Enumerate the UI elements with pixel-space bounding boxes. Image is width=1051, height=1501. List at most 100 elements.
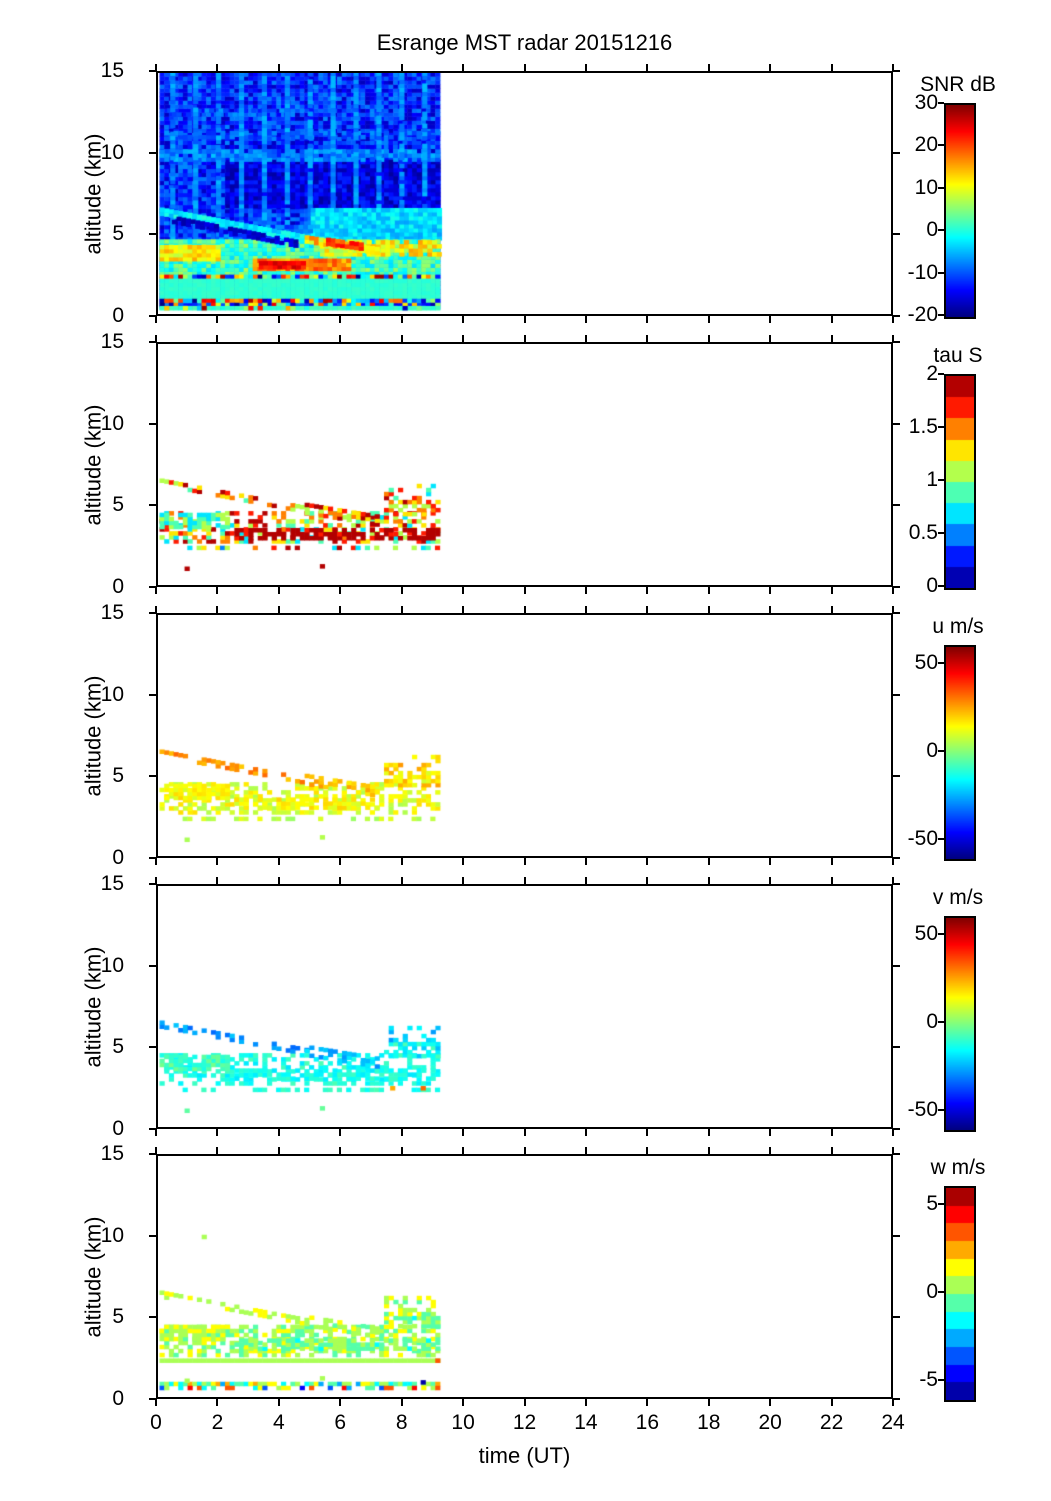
- y-tick-mark: [893, 504, 900, 507]
- x-axis-title: time (UT): [478, 1443, 571, 1468]
- x-tick-mark: [646, 1129, 649, 1136]
- x-tick-mark: [277, 606, 280, 613]
- x-tick-mark: [523, 64, 526, 71]
- x-tick-mark: [155, 877, 157, 884]
- x-tick-mark: [277, 1399, 280, 1406]
- x-tick-mark: [830, 606, 833, 613]
- y-tick-mark: [893, 70, 900, 72]
- x-tick-mark: [707, 316, 710, 323]
- y-tick-label: 15: [100, 330, 124, 353]
- y-tick-mark: [149, 883, 156, 885]
- x-tick-mark: [216, 877, 219, 884]
- y-tick-mark: [893, 1153, 900, 1155]
- colorbar-title-snr: SNR dB: [920, 73, 996, 96]
- x-tick-mark: [892, 858, 894, 865]
- colorbar-tick-mark: [938, 186, 944, 189]
- y-tick-mark: [893, 1128, 900, 1130]
- x-tick-mark: [216, 316, 219, 323]
- colorbar-tick-label: 20: [914, 133, 938, 157]
- x-tick-mark: [277, 858, 280, 865]
- heatmap-canvas-tau: [158, 344, 891, 585]
- plot-area-snr: [156, 71, 893, 316]
- x-tick-mark: [769, 64, 772, 71]
- x-tick-mark: [216, 606, 219, 613]
- x-tick-label: 8: [395, 1411, 408, 1434]
- x-tick-mark: [646, 316, 649, 323]
- y-tick-mark: [149, 1234, 156, 1237]
- colorbar-tick-label: 2: [926, 362, 938, 385]
- y-axis-label-v: altitude (km): [80, 945, 105, 1068]
- x-tick-label: 2: [211, 1411, 224, 1434]
- colorbar-v: [944, 916, 976, 1132]
- y-tick-label: 15: [100, 872, 124, 895]
- x-tick-mark: [339, 1399, 342, 1406]
- x-tick-mark: [462, 1147, 465, 1154]
- y-tick-mark: [149, 693, 156, 696]
- colorbar-tick-label: 0: [926, 574, 938, 597]
- x-tick-mark: [155, 1147, 157, 1154]
- x-tick-mark: [339, 587, 342, 594]
- colorbar-w: [944, 1186, 976, 1402]
- x-tick-mark: [646, 335, 649, 342]
- y-tick-mark: [893, 1234, 900, 1237]
- x-tick-mark: [339, 1129, 342, 1136]
- x-tick-mark: [584, 1399, 587, 1406]
- x-tick-mark: [155, 587, 157, 594]
- colorbar-tick-label: 0: [926, 218, 938, 242]
- x-tick-mark: [277, 877, 280, 884]
- y-tick-mark: [149, 1316, 156, 1319]
- y-tick-label: 10: [100, 1223, 124, 1247]
- y-tick-mark: [893, 612, 900, 614]
- x-tick-mark: [339, 858, 342, 865]
- x-tick-mark: [339, 335, 342, 342]
- y-tick-mark: [149, 151, 156, 154]
- x-tick-mark: [400, 587, 403, 594]
- colorbar-title-w: w m/s: [930, 1156, 986, 1179]
- x-tick-mark: [892, 316, 894, 323]
- x-tick-mark: [339, 606, 342, 613]
- x-tick-mark: [892, 1147, 894, 1154]
- x-tick-mark: [892, 877, 894, 884]
- x-tick-mark: [769, 1399, 772, 1406]
- x-tick-mark: [707, 335, 710, 342]
- y-axis-label-tau: altitude (km): [80, 403, 105, 526]
- y-tick-mark: [893, 151, 900, 154]
- x-tick-mark: [830, 64, 833, 71]
- heatmap-canvas-snr: [158, 73, 891, 314]
- x-tick-mark: [277, 1129, 280, 1136]
- x-tick-mark: [339, 64, 342, 71]
- colorbar-tick-label: 0: [926, 739, 938, 762]
- y-axis-label-snr: altitude (km): [80, 132, 105, 255]
- x-tick-mark: [277, 587, 280, 594]
- x-tick-mark: [584, 858, 587, 865]
- y-tick-label: 5: [112, 764, 124, 788]
- x-tick-mark: [769, 877, 772, 884]
- x-tick-label: 24: [881, 1411, 905, 1434]
- x-tick-mark: [277, 316, 280, 323]
- x-tick-mark: [769, 316, 772, 323]
- x-tick-mark: [155, 335, 157, 342]
- y-tick-label: 0: [112, 846, 124, 869]
- heatmap-canvas-v: [158, 886, 891, 1127]
- x-tick-mark: [462, 858, 465, 865]
- y-tick-mark: [893, 586, 900, 588]
- colorbar-title-v: v m/s: [932, 886, 984, 909]
- x-tick-mark: [646, 1399, 649, 1406]
- y-tick-mark: [149, 857, 156, 859]
- x-tick-label: 20: [758, 1411, 782, 1434]
- x-tick-mark: [216, 64, 219, 71]
- x-tick-mark: [523, 1147, 526, 1154]
- x-tick-mark: [462, 877, 465, 884]
- x-tick-mark: [155, 858, 157, 865]
- y-tick-mark: [149, 1398, 156, 1400]
- y-tick-mark: [149, 964, 156, 967]
- x-tick-mark: [892, 1129, 894, 1136]
- y-tick-mark: [893, 964, 900, 967]
- x-tick-mark: [584, 877, 587, 884]
- x-tick-mark: [400, 606, 403, 613]
- y-tick-mark: [149, 341, 156, 343]
- colorbar-tick-mark: [938, 532, 944, 534]
- x-tick-mark: [400, 1147, 403, 1154]
- y-tick-mark: [149, 612, 156, 614]
